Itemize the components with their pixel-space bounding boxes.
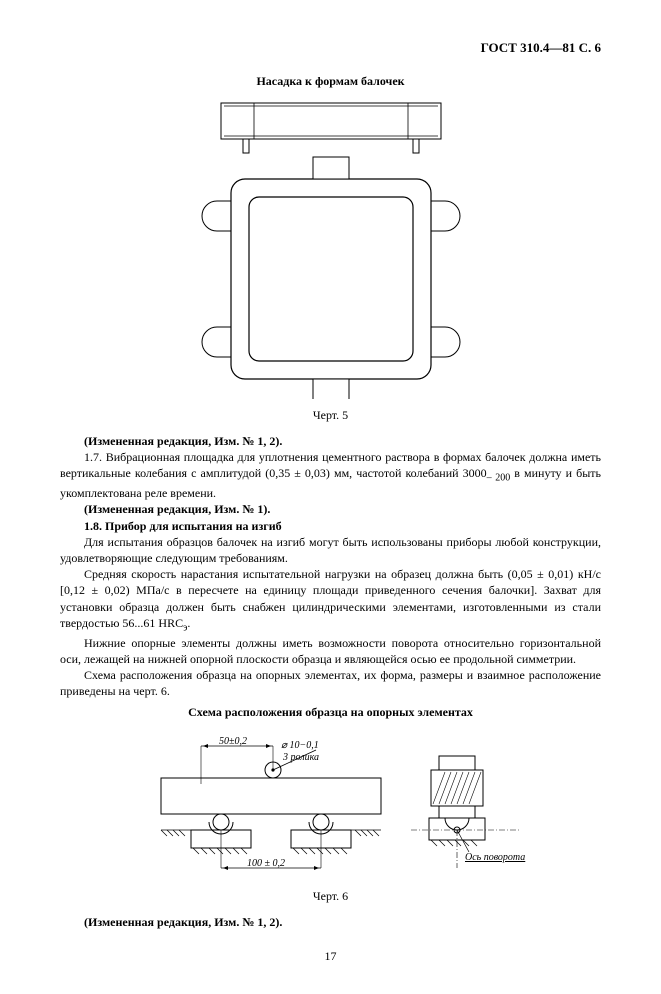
section-1-7: 1.7. Вибрационная площадка для уплотнени… — [60, 449, 601, 501]
section-1-8-p4: Схема расположения образца на опорных эл… — [60, 667, 601, 699]
section-1-8-p2-end: . — [187, 616, 190, 630]
dim-diameter: ⌀ 10−0,1 — [281, 740, 319, 751]
axis-label: Ось поворота — [465, 852, 525, 863]
section-1-8-heading: 1.8. Прибор для испытания на изгиб — [60, 518, 601, 534]
section-1-7-sub: – 200 — [487, 473, 511, 484]
page-number: 17 — [60, 949, 601, 964]
section-1-8-p2: Средняя скорость нарастания испытательно… — [60, 566, 601, 634]
dim-50: 50±0,2 — [219, 736, 247, 747]
figure-6: 50±0,2 ⌀ 10−0,1 3 ролика — [60, 730, 601, 885]
figure-6-caption: Черт. 6 — [60, 889, 601, 904]
label-rollers: 3 ролика — [282, 752, 319, 763]
page-header: ГОСТ 310.4—81 С. 6 — [60, 40, 601, 56]
figure-5-title: Насадка к формам балочек — [60, 74, 601, 89]
dim-100: 100 ± 0,2 — [247, 858, 285, 869]
section-1-8-p1: Для испытания образцов балочек на изгиб … — [60, 534, 601, 566]
figure-5 — [60, 99, 601, 404]
figure-5-caption: Черт. 5 — [60, 408, 601, 423]
amendment-note-1: (Измененная редакция, Изм. № 1, 2). — [60, 433, 601, 449]
amendment-note-3: (Измененная редакция, Изм. № 1, 2). — [60, 914, 601, 930]
figure-6-title: Схема расположения образца на опорных эл… — [60, 705, 601, 720]
section-1-8-p2-text: Средняя скорость нарастания испытательно… — [60, 567, 601, 630]
section-1-8-p3: Нижние опорные элементы должны иметь воз… — [60, 635, 601, 667]
amendment-note-2: (Измененная редакция, Изм. № 1). — [60, 501, 601, 517]
